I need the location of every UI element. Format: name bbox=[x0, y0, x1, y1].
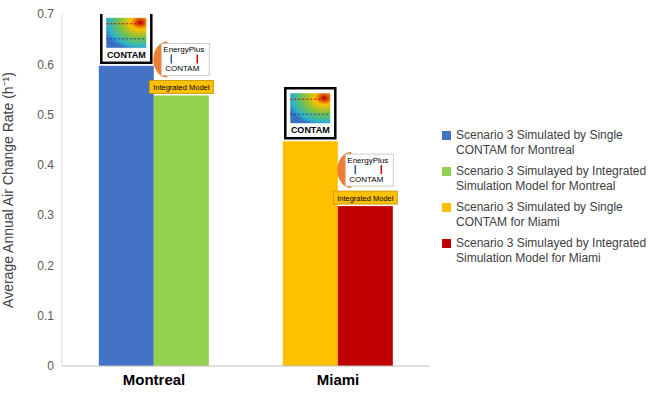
svg-text:0.2: 0.2 bbox=[37, 259, 54, 273]
svg-text:CONTAM: CONTAM bbox=[291, 125, 330, 135]
svg-text:CONTAM: CONTAM bbox=[349, 175, 383, 184]
svg-text:Integrated Model: Integrated Model bbox=[337, 194, 394, 203]
svg-text:EnergyPlus: EnergyPlus bbox=[347, 156, 388, 165]
svg-text:CONTAM: CONTAM bbox=[165, 64, 199, 73]
svg-text:Average Annual Air Change Rate: Average Annual Air Change Rate (h⁻¹) bbox=[8, 72, 16, 308]
svg-text:EnergyPlus: EnergyPlus bbox=[163, 45, 204, 54]
html-text:Scenario 3 Simulayed by Integr: Scenario 3 Simulayed by Integrated Simul… bbox=[456, 236, 647, 265]
svg-text:0.5: 0.5 bbox=[37, 108, 54, 122]
html-text:Scenario 3 Simulated by Single: Scenario 3 Simulated by Single CONTAM fo… bbox=[456, 200, 623, 229]
svg-text:Miami: Miami bbox=[317, 371, 360, 388]
html-text:Scenario 3 Simulayed by Integr: Scenario 3 Simulayed by Integrated Simul… bbox=[456, 164, 647, 193]
html-text:Scenario 3 Simulated by Single: Scenario 3 Simulated by Single CONTAM fo… bbox=[456, 128, 623, 157]
svg-text:0.7: 0.7 bbox=[37, 7, 54, 21]
svg-text:Integrated Model: Integrated Model bbox=[153, 83, 210, 92]
svg-text:0.4: 0.4 bbox=[37, 158, 54, 172]
svg-text:0.6: 0.6 bbox=[37, 58, 54, 72]
svg-text:Montreal: Montreal bbox=[123, 371, 186, 388]
svg-text:CONTAM: CONTAM bbox=[107, 50, 146, 60]
svg-text:0: 0 bbox=[47, 359, 54, 373]
svg-text:0.3: 0.3 bbox=[37, 208, 54, 222]
svg-text:0.1: 0.1 bbox=[37, 309, 54, 323]
